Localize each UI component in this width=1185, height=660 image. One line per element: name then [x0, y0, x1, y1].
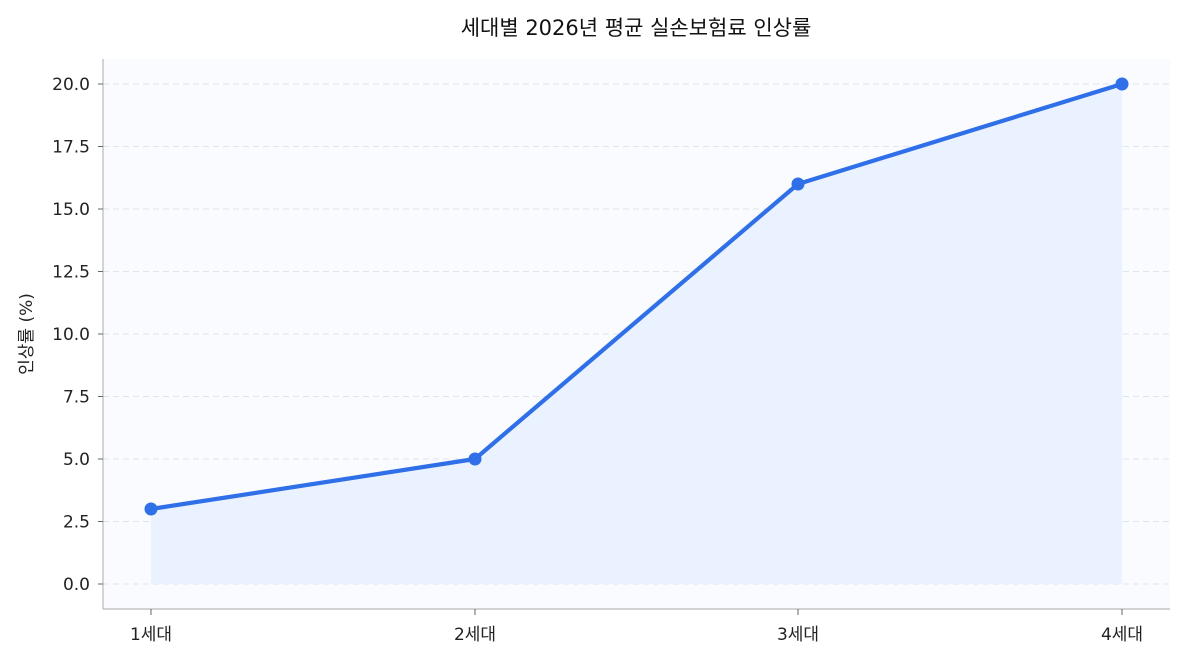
y-tick-label-2: 2.5 — [63, 513, 90, 533]
y-tick-label-4: 7.5 — [63, 388, 90, 408]
data-point-3 — [791, 177, 805, 191]
y-tick-label-9: 20.0 — [52, 75, 90, 95]
data-point-4 — [1115, 77, 1129, 91]
chart-title: 세대별 2026년 평균 실손보험료 인상률 — [461, 16, 812, 40]
x-tick-label-2: 2세대 — [454, 625, 496, 645]
y-tick-label-8: 17.5 — [52, 138, 90, 158]
series-line — [148, 81, 1125, 512]
y-axis-label: 인상률 (%) — [17, 293, 37, 375]
plot-area: 0.0 2.5 5.0 7.5 10.0 12.5 15.0 17.5 20.0 1세대 2세대 3세… — [52, 59, 1170, 645]
x-tick-label-3: 3세대 — [777, 625, 819, 645]
data-point-2 — [468, 452, 482, 466]
x-tick-label-4: 4세대 — [1101, 625, 1143, 645]
y-tick-label-3: 5.0 — [63, 450, 90, 470]
x-tick-label-1: 1세대 — [130, 625, 172, 645]
y-tick-label-6: 12.5 — [52, 263, 90, 283]
y-tick-label-1: 0.0 — [63, 575, 90, 595]
y-tick-label-7: 15.0 — [52, 200, 90, 220]
data-point-1 — [144, 502, 158, 516]
y-tick-label-5: 10.0 — [52, 325, 90, 345]
series-area-fill — [151, 84, 1122, 584]
